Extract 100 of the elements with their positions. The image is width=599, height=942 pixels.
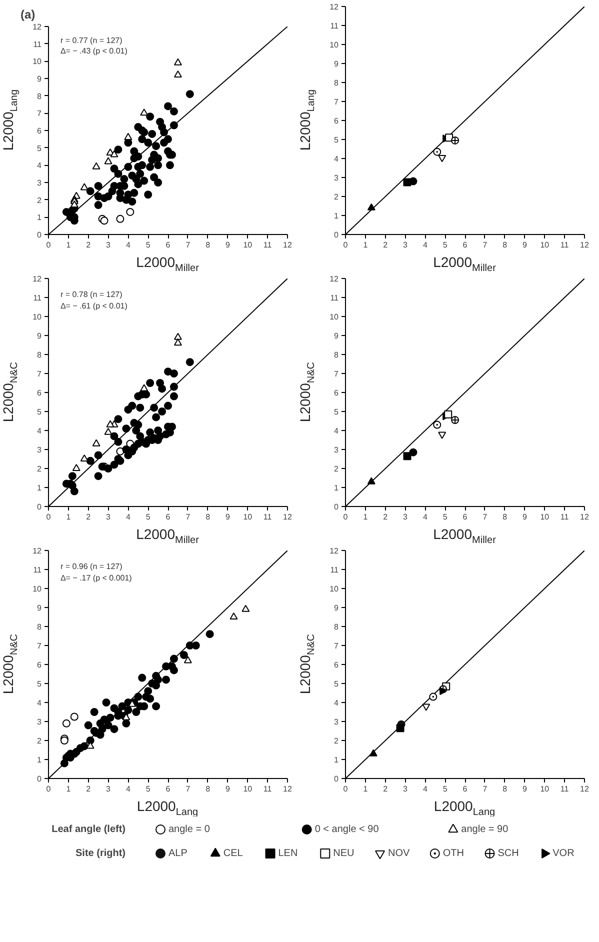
x-tick-label: 0 — [343, 240, 348, 250]
x-tick-label: 5 — [442, 240, 448, 250]
y-tick-label: 3 — [334, 446, 340, 454]
x-tick-label: 9 — [226, 240, 231, 250]
legend-label: CEL — [223, 848, 244, 859]
x-tick-label: 6 — [462, 240, 468, 250]
y-tick-label: 3 — [334, 174, 340, 182]
y-tick-label: 12 — [330, 546, 340, 556]
x-tick-label: 3 — [403, 240, 408, 250]
annotation: r = 0.77 (n = 127) — [60, 36, 123, 46]
x-tick-label: 9 — [226, 784, 231, 794]
y-tick-label: 9 — [37, 74, 42, 84]
y-tick-label: 2 — [334, 736, 340, 746]
annotation: Δ= − .17 (p < 0.001) — [60, 573, 132, 582]
x-tick-label: 6 — [166, 512, 171, 522]
x-tick-label: 2 — [86, 240, 92, 250]
y-tick-label: 4 — [37, 426, 42, 436]
annotation: Δ= − .43 (p < 0.01) — [60, 46, 128, 56]
y-tick-label: 7 — [334, 98, 340, 106]
legend-label: LEN — [278, 848, 298, 859]
y-tick-label: 6 — [334, 388, 340, 398]
x-tick-label: 11 — [560, 512, 570, 522]
x-tick-label: 0 — [343, 784, 348, 794]
x-tick-label: 3 — [106, 784, 112, 794]
x-tick-label: 10 — [540, 784, 550, 794]
y-tick-label: 1 — [37, 213, 42, 222]
x-tick-label: 2 — [383, 240, 388, 250]
x-tick-label: 2 — [383, 512, 388, 522]
y-tick-label: 9 — [37, 604, 42, 612]
annotation: r = 0.96 (n = 127) — [60, 562, 123, 572]
x-tick-label: 2 — [86, 784, 92, 794]
x-tick-label: 11 — [263, 784, 272, 794]
x-tick-label: 4 — [422, 512, 428, 522]
x-tick-label: 3 — [403, 784, 408, 794]
x-tick-label: 9 — [522, 240, 528, 250]
legend-label: angle = 0 — [168, 824, 210, 835]
x-tick-label: 8 — [502, 784, 508, 794]
x-tick-label: 4 — [126, 512, 131, 522]
y-tick-label: 10 — [330, 312, 340, 322]
legend-label: 0 < angle < 90 — [314, 824, 380, 835]
x-tick-label: 4 — [126, 240, 131, 250]
x-tick-label: 11 — [560, 784, 570, 794]
y-tick-label: 12 — [32, 22, 42, 32]
y-tick-label: 11 — [33, 294, 42, 302]
y-tick-label: 5 — [37, 680, 42, 688]
x-tick-label: 11 — [560, 240, 570, 250]
y-tick-label: 0 — [37, 502, 42, 512]
y-tick-label: 2 — [37, 736, 42, 746]
y-tick-label: 10 — [32, 312, 42, 322]
x-tick-label: 6 — [462, 512, 468, 522]
y-tick-label: 5 — [37, 144, 42, 153]
y-tick-label: 11 — [330, 566, 340, 574]
y-tick-label: 6 — [334, 116, 340, 126]
x-tick-label: 8 — [206, 512, 211, 522]
legend-title: Site (right) — [76, 848, 126, 859]
x-tick-label: 12 — [283, 512, 292, 522]
x-tick-label: 3 — [106, 240, 112, 250]
x-axis-title: L2000$_{Miller}$ — [135, 525, 200, 548]
x-tick-label: 3 — [403, 512, 408, 522]
x-tick-label: 12 — [580, 512, 590, 522]
x-tick-label: 12 — [283, 784, 292, 794]
y-tick-label: 6 — [334, 660, 340, 670]
y-tick-label: 4 — [334, 426, 340, 436]
y-tick-label: 8 — [37, 92, 42, 101]
x-tick-label: 5 — [442, 784, 448, 794]
x-tick-label: 10 — [540, 512, 550, 522]
y-tick-label: 6 — [37, 660, 42, 670]
x-tick-label: 2 — [86, 512, 92, 522]
x-tick-label: 7 — [482, 240, 488, 250]
y-tick-label: 4 — [37, 161, 42, 170]
x-tick-label: 8 — [206, 240, 211, 250]
y-tick-label: 5 — [37, 408, 42, 416]
y-tick-label: 6 — [37, 388, 42, 398]
y-tick-label: 7 — [37, 370, 42, 378]
x-axis-title: L2000$_{Lang}$ — [432, 797, 496, 820]
x-tick-label: 10 — [243, 784, 253, 794]
x-tick-label: 8 — [206, 784, 211, 794]
x-tick-label: 10 — [540, 240, 550, 250]
x-tick-label: 12 — [283, 240, 292, 250]
y-tick-label: 10 — [330, 40, 340, 50]
x-tick-label: 1 — [66, 240, 72, 250]
y-tick-label: 9 — [334, 332, 340, 340]
x-tick-label: 6 — [462, 784, 468, 794]
y-tick-label: 8 — [334, 622, 340, 632]
y-tick-label: 9 — [334, 60, 340, 68]
annotation: Δ= − .61 (p < 0.01) — [60, 301, 128, 310]
y-tick-label: 7 — [37, 642, 42, 650]
x-tick-label: 7 — [186, 784, 191, 794]
y-tick-label: 0 — [37, 774, 42, 784]
y-tick-label: 8 — [334, 78, 340, 88]
y-tick-label: 8 — [37, 350, 42, 360]
legend-title: Leaf angle (left) — [52, 824, 126, 835]
x-tick-label: 9 — [226, 512, 231, 522]
x-tick-label: 5 — [146, 784, 151, 794]
y-tick-label: 8 — [37, 622, 42, 632]
x-tick-label: 1 — [66, 512, 72, 522]
y-tick-label: 5 — [334, 680, 340, 688]
y-tick-label: 11 — [330, 22, 340, 30]
x-tick-label: 11 — [263, 512, 272, 522]
x-tick-label: 0 — [343, 512, 348, 522]
